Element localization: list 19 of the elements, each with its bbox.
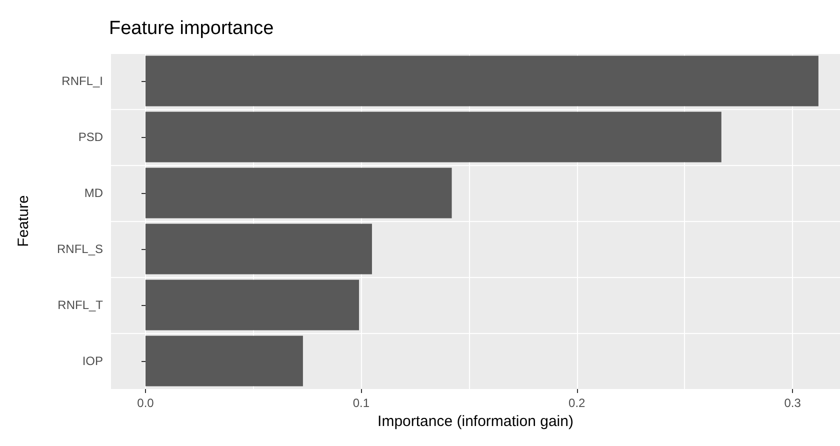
bar xyxy=(146,112,722,162)
y-tick-label: MD xyxy=(84,186,104,200)
bar xyxy=(146,56,818,106)
bar xyxy=(146,168,452,218)
y-tick-label: RNFL_T xyxy=(58,298,104,312)
x-axis-title: Importance (information gain) xyxy=(378,412,574,430)
x-tick-label: 0.0 xyxy=(137,396,154,410)
bar xyxy=(146,224,372,274)
y-tick-label: PSD xyxy=(78,130,104,144)
y-tick-label: IOP xyxy=(82,354,103,368)
x-tick-label: 0.1 xyxy=(352,396,370,410)
x-tick-label: 0.2 xyxy=(568,396,586,410)
y-axis-title: Feature xyxy=(15,195,32,247)
bar xyxy=(146,280,360,330)
y-tick-label: RNFL_S xyxy=(56,242,103,256)
chart-title: Feature importance xyxy=(109,18,274,39)
bar xyxy=(146,336,303,386)
y-tick-label: RNFL_I xyxy=(62,74,103,88)
x-tick-label: 0.3 xyxy=(784,396,802,410)
